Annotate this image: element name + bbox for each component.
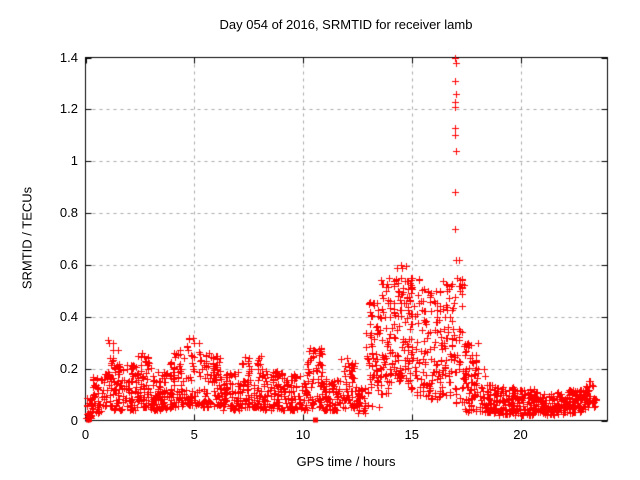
x-tick-label: 10 [295, 427, 311, 442]
y-tick-label: 0.6 [59, 256, 78, 272]
x-tick-label: 15 [404, 427, 419, 442]
x-tick-label: 0 [81, 427, 90, 442]
x-tick-label: 20 [513, 427, 528, 442]
y-tick-label: 1 [70, 153, 78, 169]
y-tick-label: 0 [70, 412, 78, 428]
y-tick-label: 0.4 [59, 308, 78, 324]
y-tick-label: 0.2 [59, 360, 78, 376]
x-axis-label: GPS time / hours [296, 454, 396, 469]
y-tick-label: 0.8 [59, 205, 78, 221]
y-tick-label: 1.4 [59, 49, 78, 65]
y-tick-label: 1.2 [59, 101, 78, 117]
chart-title: Day 054 of 2016, SRMTID for receiver lam… [219, 17, 473, 32]
x-tick-label: 5 [190, 427, 198, 442]
y-axis-label: SRMTID / TECUs [19, 186, 35, 290]
